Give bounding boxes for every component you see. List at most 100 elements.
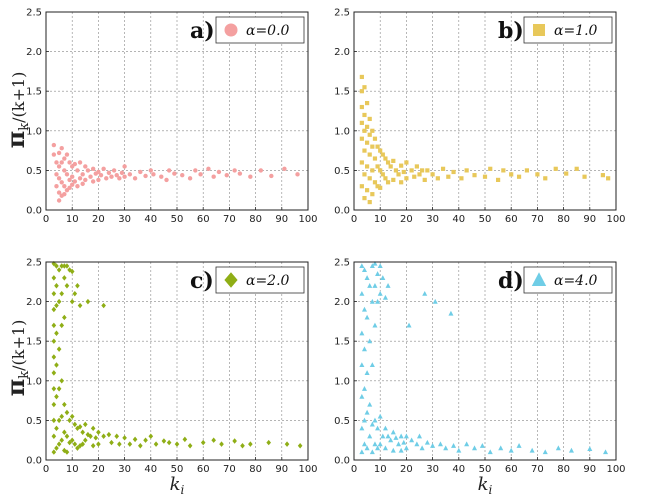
data-point (297, 443, 303, 449)
legend-marker (531, 272, 547, 286)
y-tick-label: 1.0 (26, 126, 42, 137)
data-point (96, 429, 101, 436)
data-point (138, 169, 143, 175)
y-tick-label: 0.0 (26, 456, 42, 467)
data-point (370, 128, 375, 133)
legend-marker (224, 272, 238, 288)
data-point (388, 437, 394, 443)
data-point (456, 447, 462, 453)
data-point (362, 112, 367, 118)
data-point (399, 163, 404, 168)
data-point (482, 174, 488, 179)
panel-0: 0 10 20 30 40 50 60 70 80 90 100 0.0 0.5 1.0 1.5 2.0 2.5… (26, 8, 317, 226)
data-point (132, 176, 138, 181)
x-tick-label: 40 (144, 464, 157, 475)
data-point (67, 160, 72, 165)
data-point (543, 176, 548, 181)
data-point (508, 447, 514, 453)
data-point (555, 445, 561, 451)
data-point (51, 433, 57, 439)
y-tick-label: 0.5 (334, 416, 350, 427)
data-point (70, 174, 75, 179)
data-point (56, 417, 62, 424)
y-tick-label: 0.0 (334, 456, 350, 467)
data-point (464, 168, 469, 173)
data-point (365, 140, 370, 145)
data-point (153, 441, 159, 447)
data-point (67, 185, 72, 191)
data-point (232, 438, 237, 444)
x-tick-label: 10 (66, 464, 79, 475)
data-point (385, 180, 391, 185)
data-point (390, 447, 396, 453)
x-tick-label: 30 (118, 214, 131, 225)
data-point (62, 275, 67, 281)
data-point (70, 182, 75, 187)
data-point (451, 169, 456, 175)
data-point (164, 177, 169, 183)
data-point (51, 385, 57, 392)
data-point (372, 417, 378, 423)
data-point (62, 314, 67, 321)
data-point (398, 433, 404, 439)
data-point (59, 437, 65, 443)
data-point (90, 425, 96, 432)
data-point (56, 198, 62, 203)
panel-letter: d) (498, 268, 524, 294)
points-1 (359, 74, 611, 205)
data-point (414, 441, 420, 447)
legend-label: α=2.0 (246, 273, 290, 289)
data-point (109, 174, 114, 179)
data-point (529, 447, 535, 453)
data-point (382, 294, 388, 300)
data-point (362, 148, 367, 153)
data-point (51, 142, 57, 148)
legend-marker (533, 24, 545, 36)
data-point (372, 156, 378, 161)
data-point (64, 433, 70, 439)
x-tick-label: 80 (249, 214, 262, 225)
data-point (93, 435, 99, 441)
legend-label: α=1.0 (554, 23, 598, 39)
data-point (85, 431, 91, 438)
data-point (412, 174, 417, 179)
panel-3: 0 10 20 30 40 50 60 70 80 90 100 0.0 0.5 1.0 1.5 2.0 2.5… (334, 258, 625, 476)
data-point (111, 168, 117, 173)
data-point (380, 275, 386, 280)
data-point (77, 160, 83, 165)
data-point (359, 89, 364, 94)
data-point (211, 437, 216, 443)
data-point (206, 166, 211, 172)
data-point (401, 169, 406, 175)
data-point (83, 164, 88, 169)
data-point (80, 181, 85, 187)
data-point (187, 176, 193, 181)
points-0 (51, 142, 300, 203)
data-point (380, 152, 385, 157)
data-point (435, 176, 440, 181)
data-point (385, 160, 391, 165)
data-point (369, 263, 375, 269)
data-point (62, 168, 67, 173)
data-point (51, 275, 57, 281)
y-tick-label: 2.0 (334, 297, 350, 308)
data-point (396, 172, 401, 177)
data-point (542, 449, 548, 455)
data-point (369, 298, 375, 304)
data-point (117, 441, 122, 447)
data-point (72, 161, 78, 167)
data-point (59, 180, 64, 185)
y-tick-label: 1.5 (334, 87, 350, 98)
data-point (59, 263, 65, 269)
data-point (59, 290, 65, 297)
data-point (479, 443, 485, 448)
data-point (369, 421, 375, 427)
data-point (416, 433, 423, 439)
x-tick-label: 50 (171, 214, 184, 225)
data-point (370, 144, 375, 149)
legend-label: α=4.0 (554, 273, 598, 289)
data-point (367, 283, 373, 288)
data-point (114, 433, 120, 439)
data-point (383, 156, 388, 161)
data-point (399, 180, 404, 185)
